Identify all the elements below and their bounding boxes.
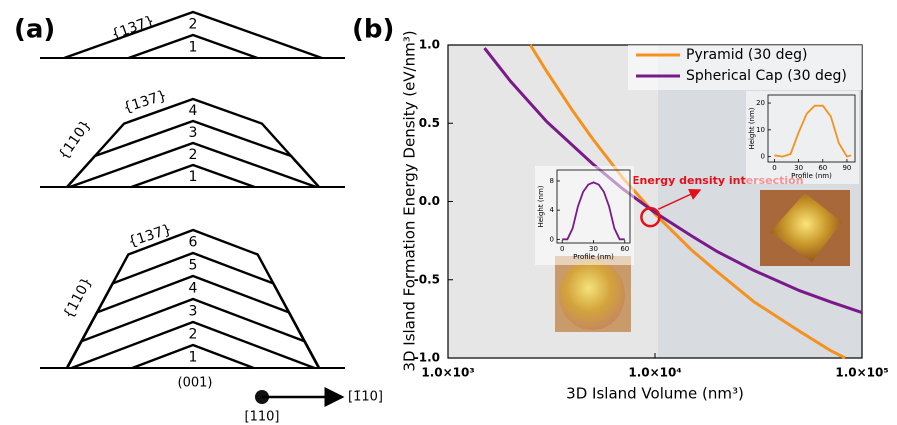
direction-label: [1̄10] (348, 390, 383, 405)
layer-label: 5 (189, 258, 198, 274)
legend-label: Spherical Cap (30 deg) (686, 68, 847, 84)
layer-label: 3 (189, 125, 198, 141)
layer-label: 2 (189, 17, 198, 33)
layer-outline (71, 320, 315, 370)
y-tick-label: 1.0 (419, 38, 440, 52)
layer-label: 2 (189, 327, 198, 343)
inset-y-tick-label: 20 (756, 99, 765, 107)
series-line (483, 47, 863, 315)
inset-x-label: Profile (nm) (573, 253, 614, 261)
legend-box (628, 45, 862, 90)
inset-y-tick-label: 8 (550, 177, 554, 185)
x-axis-label: 3D Island Volume (nm³) (566, 385, 744, 403)
layer-label: 1 (189, 350, 198, 366)
layer-outline (69, 141, 317, 189)
inset-y-tick-label: 10 (756, 126, 765, 134)
layer-outline (65, 228, 321, 369)
x-tick-label: 1.0×10³ (421, 366, 474, 380)
layer-outline (66, 97, 320, 188)
inset-y-tick-label: 4 (550, 206, 555, 214)
inset-x-label: Profile (nm) (791, 172, 832, 180)
inset-x-tick-label: 0 (560, 245, 564, 253)
y-tick-label: 0.0 (419, 194, 440, 208)
inset-y-tick-label: 0 (761, 153, 765, 161)
layer-outline (63, 10, 323, 60)
inset-x-tick-label: 30 (794, 164, 803, 172)
facet-label: {110} (60, 275, 95, 322)
layer-label: 4 (189, 103, 198, 119)
direction-label: [110] (245, 410, 280, 425)
annotation-arrow (658, 188, 702, 210)
inset-bg (746, 91, 859, 184)
inset-line (774, 104, 852, 158)
y-tick-label: -0.5 (414, 272, 440, 286)
facet-label: {110} (56, 117, 95, 163)
facet-label: {137} (109, 13, 156, 43)
x-tick-label: 1.0×10⁵ (835, 366, 888, 380)
legend-label: Pyramid (30 deg) (686, 47, 808, 63)
layer-label: 6 (189, 235, 198, 251)
layer-label: 3 (189, 304, 198, 320)
layer-outline (131, 343, 255, 370)
inset-y-label: Height (nm) (748, 107, 756, 149)
panel-label: (b) (352, 15, 394, 45)
x-tick-label: 1.0×10⁴ (628, 366, 681, 380)
layer-label: 4 (189, 281, 198, 297)
inset-x-tick-label: 60 (818, 164, 827, 172)
layer-label: 1 (189, 40, 198, 56)
y-tick-label: 0.5 (419, 116, 440, 130)
y-axis-label: 3D Island Formation Energy Density (eV/n… (401, 30, 419, 371)
inset-y-label: Height (nm) (537, 185, 545, 227)
panel-label: (a) (14, 15, 55, 45)
inset-y-tick-label: 0 (550, 235, 554, 243)
inset-x-tick-label: 90 (842, 164, 851, 172)
y-tick-label: -1.0 (414, 351, 440, 365)
facet-label: {137} (121, 88, 168, 117)
inset-line (562, 181, 625, 241)
inset-x-tick-label: 60 (620, 245, 629, 253)
layer-outline (130, 163, 256, 189)
substrate-label: (001) (178, 376, 213, 391)
layer-label: 2 (189, 147, 198, 163)
inset-bg (535, 166, 634, 265)
inset-frame (767, 94, 856, 163)
layer-label: 1 (189, 169, 198, 185)
intersection-marker (640, 206, 661, 228)
series-line (529, 44, 846, 360)
afm-island-pyramid (770, 193, 842, 262)
layer-outline (128, 33, 258, 60)
afm-island-cap (559, 260, 625, 330)
inset-x-tick-label: 30 (589, 245, 598, 253)
inset-x-tick-label: 0 (772, 164, 776, 172)
